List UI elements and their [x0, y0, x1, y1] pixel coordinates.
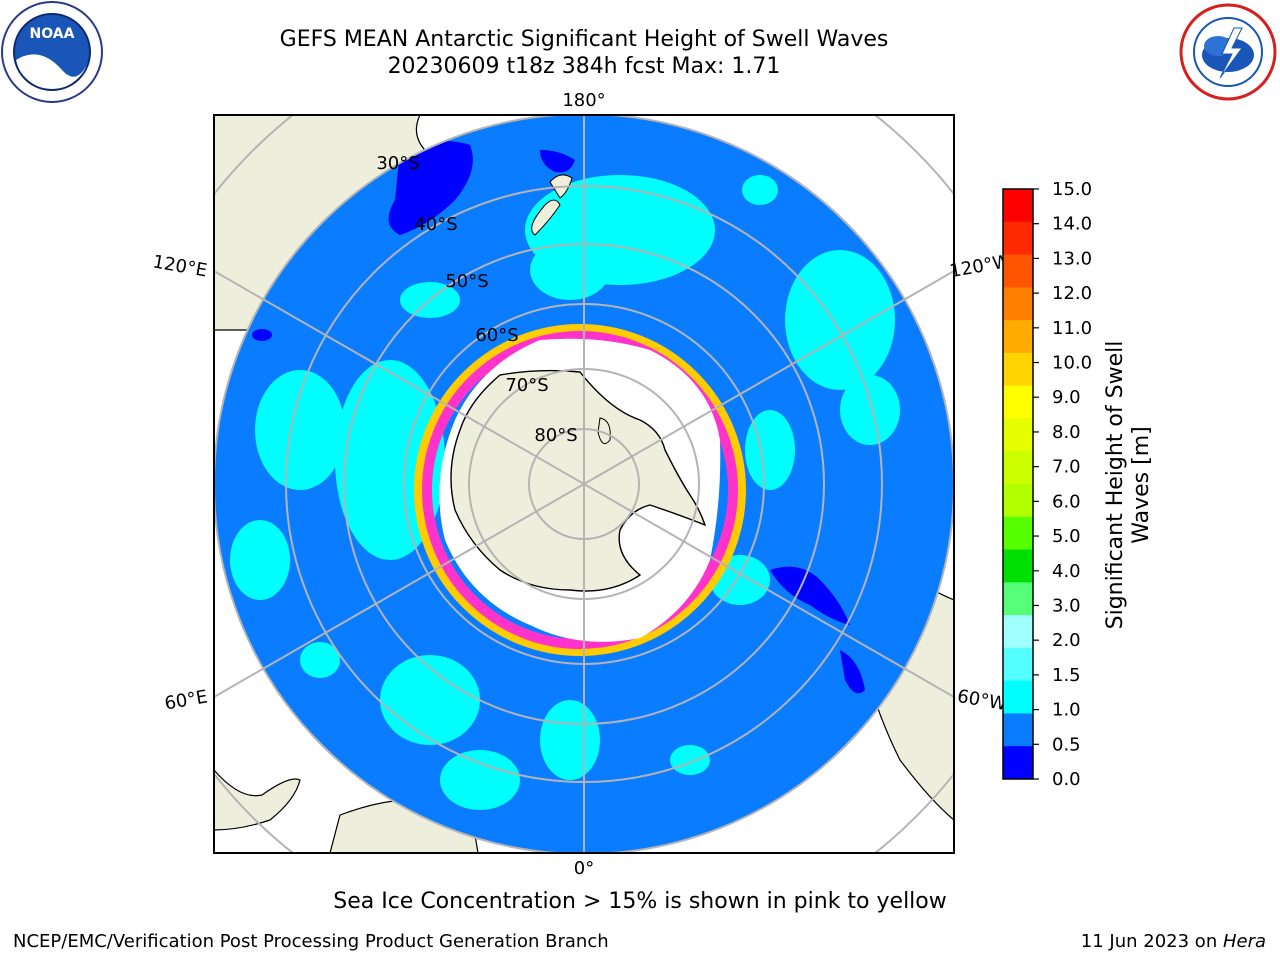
colorbar-swatch: [1003, 385, 1033, 419]
nws-logo: [1178, 2, 1278, 102]
colorbar-swatch: [1003, 484, 1033, 518]
colorbar-ticks: 15.0 14.0 13.0 12.0 11.0 10.0 9.0 8.0 7.0 6.0 5.0 4…: [1033, 179, 1092, 790]
colorbar-tick-label: 1.5: [1052, 665, 1081, 686]
colorbar-tick-label: 4.0: [1052, 561, 1081, 582]
lat-label-40s: 40°S: [414, 214, 457, 235]
colorbar-tick-label: 8.0: [1052, 422, 1081, 443]
colorbar-swatch: [1003, 680, 1033, 714]
lat-label-30s: 30°S: [376, 153, 419, 174]
colorbar-tick-label: 11.0: [1052, 318, 1092, 339]
colorbar-tick-label: 14.0: [1052, 214, 1092, 235]
svg-text:NOAA: NOAA: [30, 26, 75, 42]
colorbar-swatch: [1003, 287, 1033, 321]
colorbar-tick-label: 2.0: [1052, 630, 1081, 651]
sea-ice-note: Sea Ice Concentration > 15% is shown in …: [333, 889, 947, 914]
sea-ice-ring: [414, 324, 746, 656]
colorbar-tick-label: 0.0: [1052, 769, 1081, 790]
noaa-logo: NOAA: [1, 1, 103, 103]
lat-label-70s: 70°S: [505, 375, 548, 396]
lat-label-50s: 50°S: [445, 271, 488, 292]
ross-ice-feature: [597, 417, 611, 445]
colorbar-swatch: [1003, 647, 1033, 682]
footer-branch: NCEP/EMC/Verification Post Processing Pr…: [13, 931, 609, 952]
colorbar-swatch: [1003, 713, 1033, 747]
colorbar-tick-label: 15.0: [1052, 179, 1092, 200]
colorbar-tick-label: 13.0: [1052, 248, 1092, 269]
colorbar-label-line1: Significant Height of Swell: [1103, 340, 1128, 630]
colorbar-frame: [1002, 188, 1034, 780]
graticule: [214, 115, 954, 853]
colorbar-tick-label: 6.0: [1052, 491, 1081, 512]
footer-date: 11 Jun 2023 on Hera: [1081, 931, 1266, 952]
colorbar-swatch: [1003, 746, 1033, 780]
lat-label-80s: 80°S: [534, 425, 577, 446]
footer-host: Hera: [1222, 931, 1266, 952]
colorbar-tick-label: 0.5: [1052, 734, 1081, 755]
colorbar-tick-label: 12.0: [1052, 283, 1092, 304]
lat-label-60s: 60°S: [475, 325, 518, 346]
colorbar-swatch: [1003, 320, 1033, 354]
colorbar-swatch: [1003, 254, 1033, 288]
colorbar-swatch: [1003, 615, 1033, 649]
colorbar-swatch: [1003, 221, 1033, 256]
footer-date-text: 11 Jun 2023 on: [1080, 931, 1223, 952]
new-zealand-land: [531, 174, 573, 236]
chart-subtitle: 20230609 t18z 384h fcst Max: 1.71: [387, 54, 781, 79]
colorbar-tick-label: 7.0: [1052, 457, 1081, 478]
colorbar-swatch: [1003, 582, 1033, 616]
colorbar-swatch: [1003, 549, 1033, 583]
colorbar-tick-label: 3.0: [1052, 595, 1081, 616]
colorbar-label-line2: Waves [m]: [1129, 426, 1154, 544]
colorbar-swatches: [1003, 189, 1033, 780]
colorbar-swatch: [1003, 418, 1033, 452]
colorbar-swatch: [1003, 451, 1033, 485]
chart-title: GEFS MEAN Antarctic Significant Height o…: [279, 27, 889, 52]
colorbar-swatch: [1003, 352, 1033, 387]
map-frame: [213, 114, 955, 854]
colorbar-tick-label: 5.0: [1052, 526, 1081, 547]
lon-label-180: 180°: [562, 90, 605, 111]
colorbar-tick-label: 1.0: [1052, 700, 1081, 721]
lon-label-0: 0°: [574, 858, 594, 879]
colorbar-swatch: [1003, 516, 1033, 551]
colorbar-swatch: [1003, 189, 1033, 223]
colorbar-tick-label: 9.0: [1052, 387, 1081, 408]
swell-patches-low: [252, 141, 865, 694]
colorbar-tick-label: 10.0: [1052, 353, 1092, 374]
